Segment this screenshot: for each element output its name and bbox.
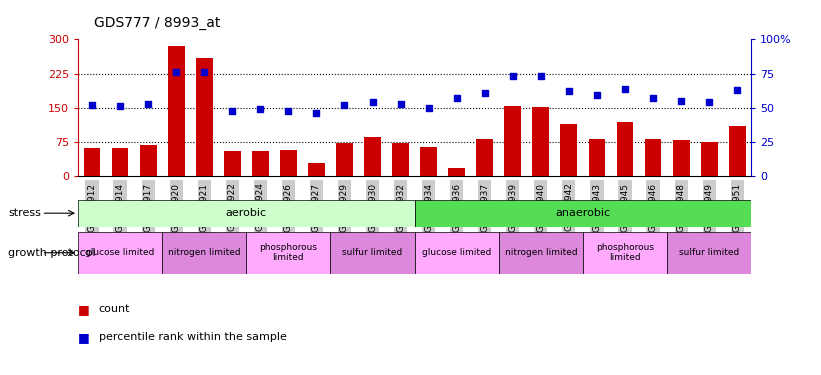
Bar [667, 232, 751, 274]
Bar [420, 147, 437, 176]
Point [590, 93, 603, 99]
Bar [365, 138, 381, 176]
Bar [330, 232, 415, 274]
Text: percentile rank within the sample: percentile rank within the sample [99, 333, 287, 342]
Text: GDS777 / 8993_at: GDS777 / 8993_at [94, 16, 221, 30]
Text: count: count [99, 304, 130, 314]
Bar [644, 139, 662, 176]
Point [282, 108, 295, 114]
Bar [561, 124, 577, 176]
Bar [196, 58, 213, 176]
Bar [252, 151, 268, 176]
Text: aerobic: aerobic [226, 208, 267, 218]
Point [675, 98, 688, 104]
Bar [504, 106, 521, 176]
Text: nitrogen limited: nitrogen limited [505, 248, 577, 257]
Bar [112, 148, 129, 176]
Point [646, 95, 659, 101]
Point [450, 95, 463, 101]
Text: anaerobic: anaerobic [555, 208, 611, 218]
Text: glucose limited: glucose limited [422, 248, 492, 257]
Point [198, 69, 211, 75]
Point [113, 104, 126, 110]
Point [394, 101, 407, 107]
Text: growth protocol: growth protocol [8, 248, 96, 258]
Point [310, 110, 323, 116]
Point [618, 86, 631, 92]
Bar [448, 168, 466, 176]
Text: nitrogen limited: nitrogen limited [168, 248, 241, 257]
Point [170, 69, 183, 75]
Point [366, 99, 379, 105]
Text: phosphorous
limited: phosphorous limited [596, 243, 654, 262]
Bar [140, 145, 157, 176]
Bar [499, 232, 583, 274]
Bar [533, 107, 549, 176]
Point [731, 87, 744, 93]
Bar [84, 148, 100, 176]
Point [338, 102, 351, 108]
Bar [392, 143, 409, 176]
Point [507, 74, 520, 80]
Point [478, 90, 491, 96]
Bar [415, 200, 751, 227]
Bar [336, 143, 353, 176]
Bar [280, 150, 297, 176]
Bar [583, 232, 667, 274]
Point [141, 101, 154, 107]
Bar [589, 139, 605, 176]
Bar [415, 232, 499, 274]
Point [226, 108, 239, 114]
Point [85, 102, 99, 108]
Text: sulfur limited: sulfur limited [679, 248, 739, 257]
Point [534, 74, 548, 80]
Text: phosphorous
limited: phosphorous limited [259, 243, 318, 262]
Bar [78, 200, 415, 227]
Bar [308, 163, 325, 176]
Bar [163, 232, 246, 274]
Bar [617, 122, 634, 176]
Point [254, 106, 267, 112]
Point [703, 99, 716, 105]
Bar [224, 151, 241, 176]
Text: sulfur limited: sulfur limited [342, 248, 402, 257]
Bar [672, 140, 690, 176]
Bar [167, 46, 185, 176]
Bar [78, 232, 163, 274]
Bar [246, 232, 331, 274]
Bar [476, 139, 493, 176]
Text: ■: ■ [78, 303, 89, 316]
Point [562, 88, 576, 94]
Text: glucose limited: glucose limited [85, 248, 155, 257]
Text: ■: ■ [78, 331, 89, 344]
Text: stress: stress [8, 208, 41, 218]
Bar [729, 126, 745, 176]
Bar [701, 142, 718, 176]
Point [422, 105, 435, 111]
